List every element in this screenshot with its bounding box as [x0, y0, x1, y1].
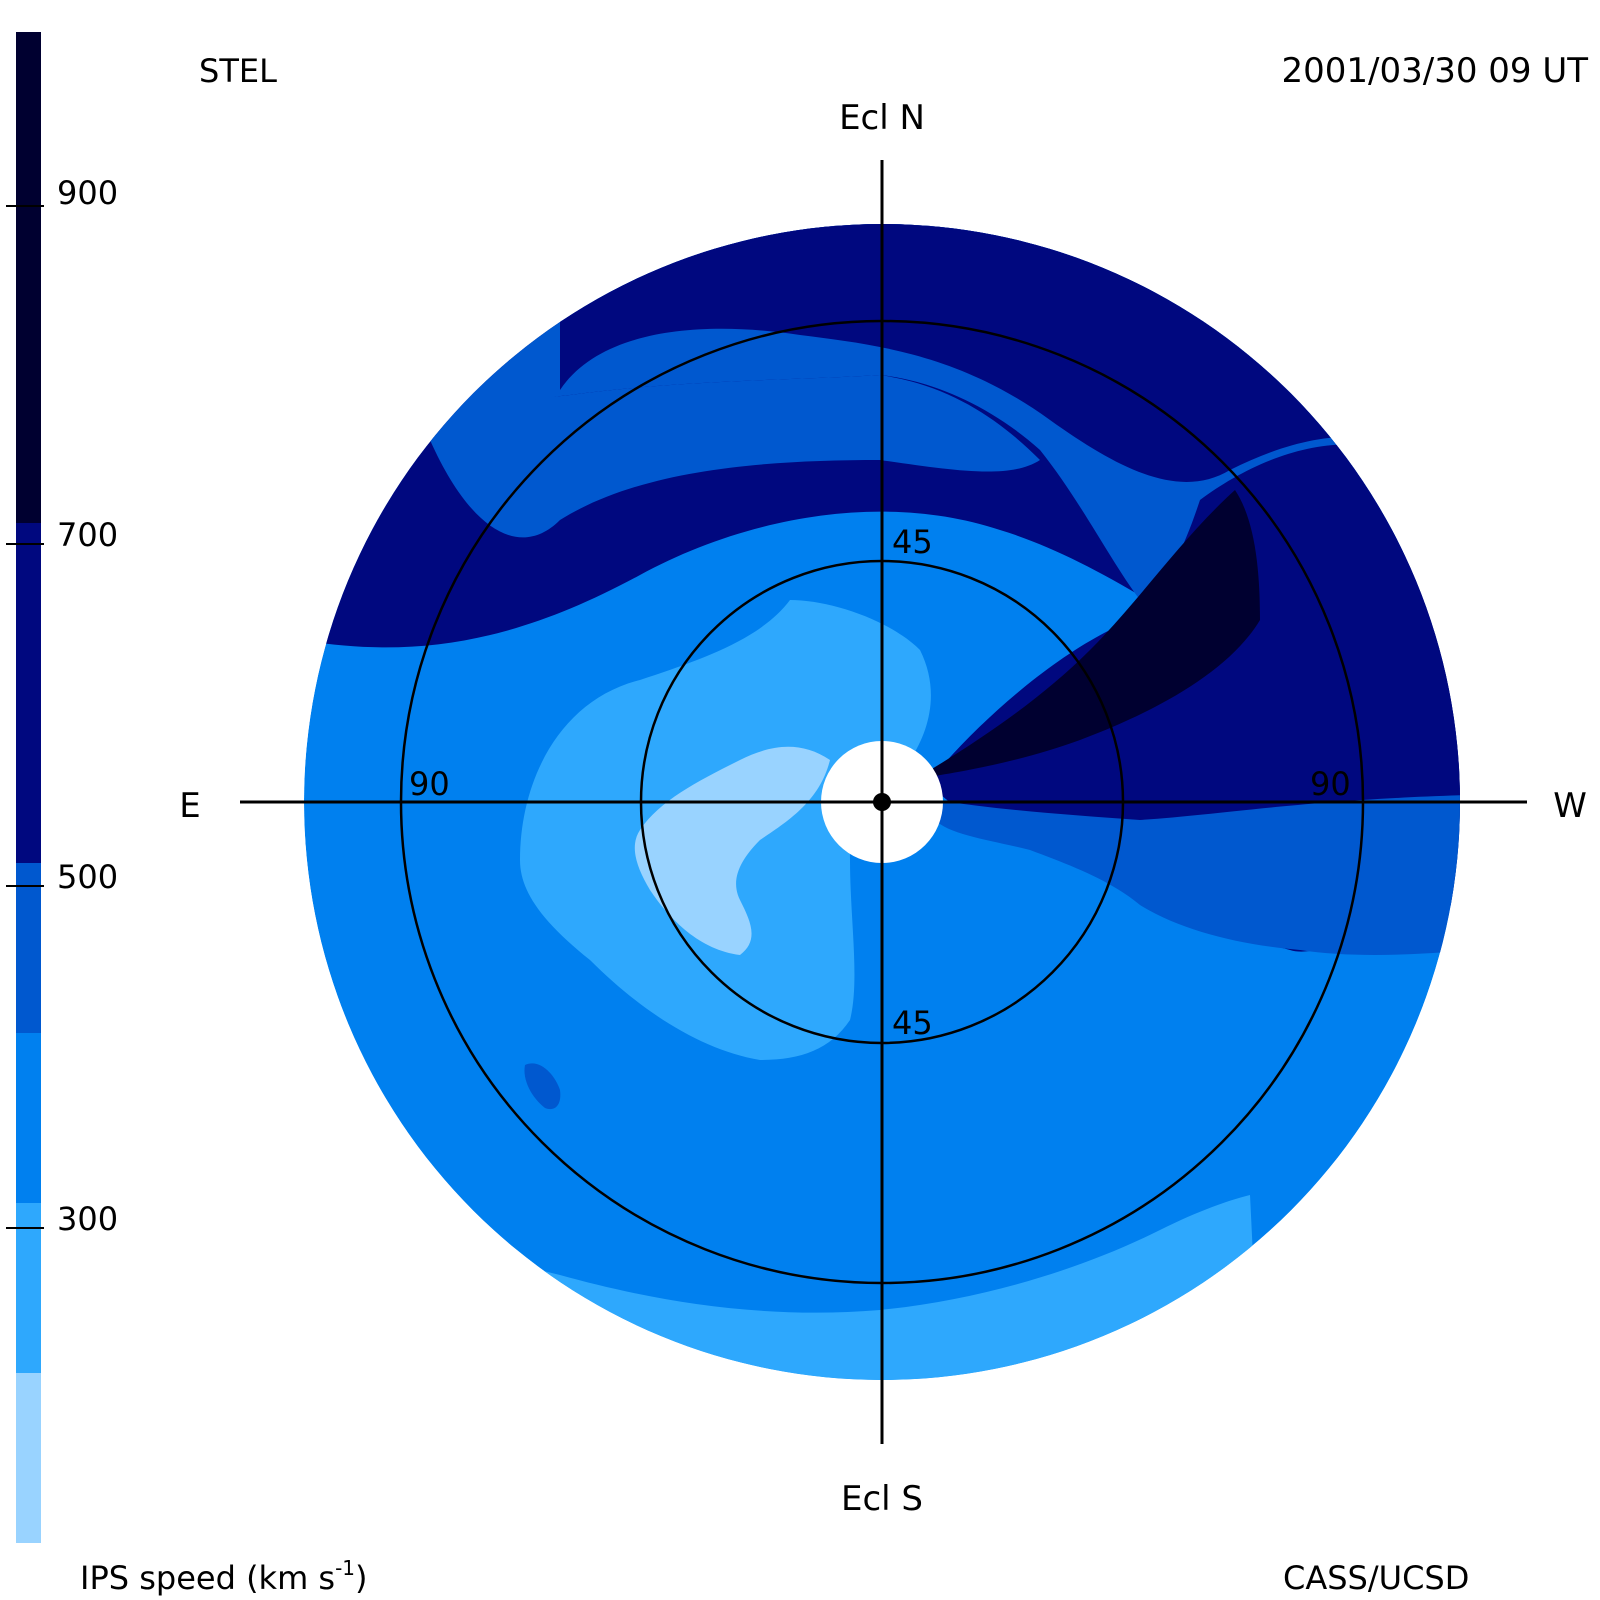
- ring-label-45-north: 45: [892, 523, 933, 561]
- region-west-core-stream: [922, 490, 1260, 778]
- ring-label-90-east: 90: [409, 765, 450, 803]
- axis-label-west: W: [1553, 786, 1587, 826]
- colorbar-level-600-800: [16, 522, 41, 863]
- colorbar-tick-label: 900: [57, 174, 118, 212]
- observatory-label: STEL: [199, 52, 277, 90]
- timestamp-label: 2001/03/30 09 UT: [1282, 51, 1589, 91]
- colorbar-level-400-500: [16, 1032, 41, 1203]
- axis-label-east: E: [179, 786, 200, 826]
- colorbar-tick-label: 700: [57, 516, 118, 554]
- axis-label-south: Ecl S: [841, 1479, 923, 1519]
- sun-center-dot: [873, 793, 891, 811]
- colorbar-level-200-300: [16, 1372, 41, 1543]
- colorbar-tick-label: 300: [57, 1200, 118, 1238]
- colorbar-title-main: IPS speed (km s: [80, 1559, 335, 1597]
- axis-label-north: Ecl N: [839, 98, 925, 138]
- region-west-lower-band: [935, 795, 1460, 955]
- colorbar-level-500-600: [16, 862, 41, 1033]
- region-east-patch: [524, 1063, 561, 1110]
- region-center-slowest: [634, 746, 830, 955]
- colorbar-title: IPS speed (km s-1): [80, 1556, 368, 1597]
- sky-map: 45 45 90 90: [240, 160, 1527, 1444]
- colorbar-title-superscript: -1: [335, 1556, 355, 1580]
- colorbar-tick-label: 500: [57, 858, 118, 896]
- colorbar-title-close: ): [355, 1559, 367, 1597]
- ring-label-90-west: 90: [1310, 765, 1351, 803]
- region-north-dark-cap: [560, 224, 1460, 482]
- colorbar-level-300-400: [16, 1202, 41, 1373]
- credit-label: CASS/UCSD: [1283, 1559, 1469, 1597]
- colorbar-level-800-1000: [16, 32, 41, 523]
- colorbar: 900 700 500 300 IPS speed (km s-1): [6, 32, 368, 1597]
- ring-label-45-south: 45: [892, 1004, 933, 1042]
- region-north-mid-band: [430, 375, 1040, 538]
